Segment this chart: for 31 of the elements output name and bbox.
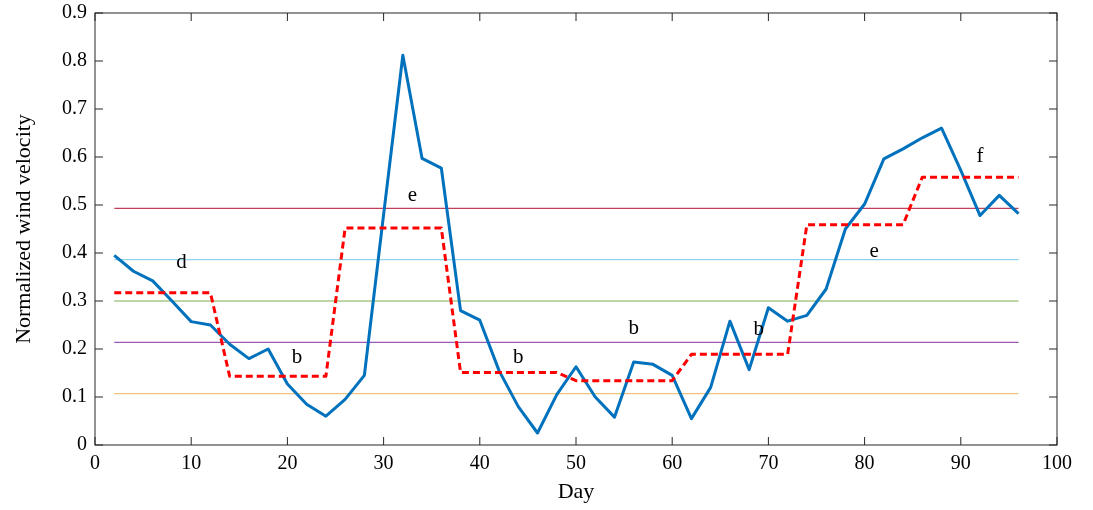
annotation: b — [291, 344, 303, 369]
x-tick-label: 50 — [566, 451, 586, 473]
annotation: d — [176, 248, 188, 273]
annotation: b — [628, 315, 639, 340]
line-series — [112, 53, 1021, 435]
y-tick-label: 0.7 — [62, 95, 87, 118]
x-tick-label: 100 — [1042, 451, 1072, 473]
annotation: f — [976, 142, 984, 167]
y-tick-label: 0.1 — [62, 383, 87, 406]
x-tick-label: 40 — [469, 451, 490, 473]
x-tick-label: 90 — [950, 451, 971, 473]
y-tick-label: 0.6 — [62, 143, 87, 166]
y-axis-title: Normalized wind velocity — [10, 114, 35, 344]
annotation: e — [407, 181, 418, 206]
x-tick-label: 80 — [854, 451, 875, 473]
x-tick-label: 30 — [373, 451, 394, 473]
y-tick-label: 0.5 — [62, 191, 87, 214]
annotation: b — [513, 344, 524, 369]
y-tick-label: 0.8 — [62, 47, 87, 70]
y-tick-label: 0.3 — [62, 287, 87, 310]
x-tick-label: 10 — [181, 451, 202, 473]
y-tick-label: 0.9 — [62, 0, 87, 22]
line-series — [112, 175, 1021, 383]
annotation: e — [869, 238, 879, 263]
x-tick-label: 70 — [758, 451, 779, 473]
x-tick-label: 20 — [277, 451, 298, 473]
x-tick-label: 60 — [662, 451, 683, 473]
y-tick-label: 0.2 — [62, 335, 87, 358]
x-axis-title: Day — [557, 478, 595, 503]
y-tick-label: 0 — [77, 431, 87, 454]
y-tick-label: 0.4 — [62, 239, 87, 262]
